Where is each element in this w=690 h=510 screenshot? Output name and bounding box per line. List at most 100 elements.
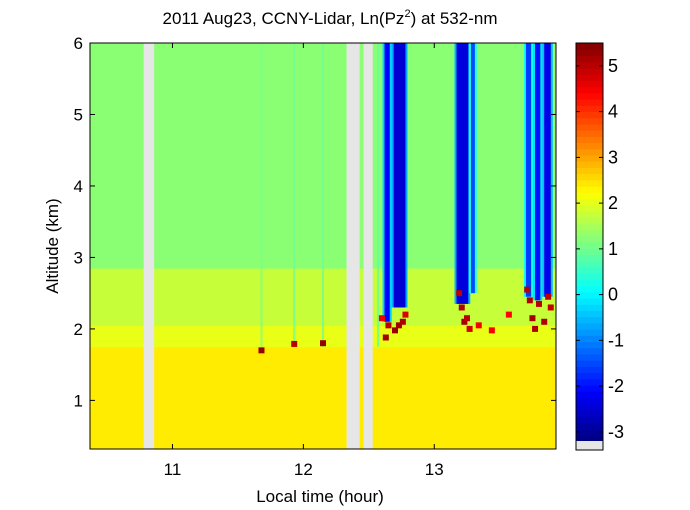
- cloud-column: [456, 43, 469, 304]
- cloud-base-return: [541, 318, 548, 325]
- colorbar-step: [576, 260, 603, 268]
- cloud-base-return: [382, 334, 389, 341]
- colorbar-step: [576, 105, 603, 113]
- colorbar-step: [576, 123, 603, 131]
- colorbar-step: [576, 198, 603, 206]
- cloud-column: [384, 43, 390, 322]
- y-axis: 1 2 3 4 5 6: [74, 34, 556, 410]
- cloud-base-return: [399, 318, 406, 325]
- colorbar-step: [576, 347, 603, 355]
- colorbar-step: [576, 372, 603, 380]
- colorbar-step: [576, 49, 603, 57]
- colorbar-step: [576, 360, 603, 367]
- colorbar-tick-label: 1: [608, 239, 618, 259]
- colorbar-step: [576, 434, 603, 442]
- x-axis: 11 12 13: [164, 43, 444, 479]
- colorbar-step: [576, 154, 603, 162]
- cloud-base-return: [391, 327, 398, 334]
- colorbar: -3 -2 -1 0 1 2 3 4 5: [575, 42, 624, 451]
- colorbar-step: [576, 329, 603, 336]
- colorbar-step: [576, 173, 603, 181]
- cloud-base-return: [378, 315, 385, 322]
- colorbar-step: [576, 186, 603, 193]
- thin-streak: [322, 43, 324, 347]
- y-tick-label: 1: [74, 391, 83, 410]
- colorbar-step: [576, 248, 603, 256]
- colorbar-step: [576, 235, 603, 243]
- chart-title: 2011 Aug23, CCNY-Lidar, Ln(Pz2) at 532-n…: [163, 8, 498, 28]
- colorbar-step: [576, 130, 603, 137]
- colorbar-step: [576, 80, 603, 88]
- colorbar-step: [576, 74, 603, 81]
- colorbar-step: [576, 86, 603, 94]
- y-tick-label: 5: [74, 105, 83, 124]
- cloud-base-return: [466, 325, 473, 332]
- colorbar-step: [576, 428, 603, 436]
- colorbar-step: [576, 353, 603, 361]
- cloud-base-return: [488, 327, 495, 334]
- cloud-columns: [382, 43, 553, 322]
- colorbar-step: [576, 92, 603, 100]
- y-tick-label: 4: [74, 177, 83, 196]
- missing-data-gaps: [143, 43, 373, 449]
- colorbar-step: [576, 229, 603, 237]
- y-tick-label: 6: [74, 34, 83, 53]
- cloud-base-return: [258, 347, 265, 354]
- cloud-column: [535, 43, 541, 301]
- x-axis-label: Local time (hour): [256, 487, 384, 506]
- colorbar-step: [576, 254, 603, 262]
- cloud-column: [470, 43, 475, 294]
- colorbar-step: [576, 266, 603, 274]
- colorbar-tick-label: 3: [608, 147, 618, 167]
- colorbar-step: [576, 161, 603, 168]
- colorbar-step: [576, 192, 603, 200]
- colorbar-step: [576, 378, 603, 386]
- cloud-base-return: [524, 286, 531, 293]
- colorbar-step: [576, 223, 603, 231]
- cloud-base-return: [458, 304, 465, 311]
- cloud-base-return: [320, 340, 326, 347]
- colorbar-tick-label: 2: [608, 193, 618, 213]
- thin-streak: [293, 43, 296, 347]
- colorbar-step: [576, 416, 603, 423]
- colorbar-tick-label: -2: [608, 376, 624, 396]
- y-tick-label: 3: [74, 248, 83, 267]
- cloud-base-return: [461, 318, 468, 325]
- colorbar-step: [576, 335, 603, 343]
- cloud-column: [525, 43, 532, 297]
- cloud-column: [393, 43, 406, 308]
- colorbar-step: [576, 366, 603, 374]
- colorbar-tick-label: -1: [608, 330, 624, 350]
- colorbar-step: [576, 136, 603, 144]
- cloud-base-return: [395, 322, 402, 329]
- colorbar-step: [576, 55, 603, 63]
- cloud-base-return: [385, 322, 392, 329]
- colorbar-frame: [575, 42, 604, 451]
- colorbar-tick-label: 0: [608, 285, 618, 305]
- colorbar-step: [576, 297, 603, 305]
- colorbar-step: [576, 291, 603, 299]
- colorbar-step: [576, 148, 603, 156]
- colorbar-step: [576, 61, 603, 69]
- colorbar-tick-label: 4: [608, 102, 618, 122]
- y-tick-label: 2: [74, 320, 83, 339]
- colorbar-ticks: -3 -2 -1 0 1 2 3 4 5: [576, 56, 624, 442]
- colorbar-step: [576, 310, 603, 318]
- x-tick-label: 11: [164, 460, 182, 479]
- colorbar-step: [576, 409, 603, 417]
- colorbar-step: [576, 43, 603, 50]
- missing-data-gap: [363, 43, 373, 449]
- x-tick-label: 13: [425, 460, 444, 479]
- colorbar-step: [576, 273, 603, 280]
- plot-area: [90, 43, 556, 449]
- colorbar-tick-label: 5: [608, 56, 618, 76]
- cloud-base-return: [402, 311, 409, 318]
- colorbar-step: [576, 210, 603, 218]
- cloud-base-return: [456, 290, 463, 297]
- colorbar-step: [576, 142, 603, 150]
- background-band: [90, 346, 556, 449]
- cloud-base-return: [505, 311, 512, 318]
- thin-streak: [376, 43, 379, 347]
